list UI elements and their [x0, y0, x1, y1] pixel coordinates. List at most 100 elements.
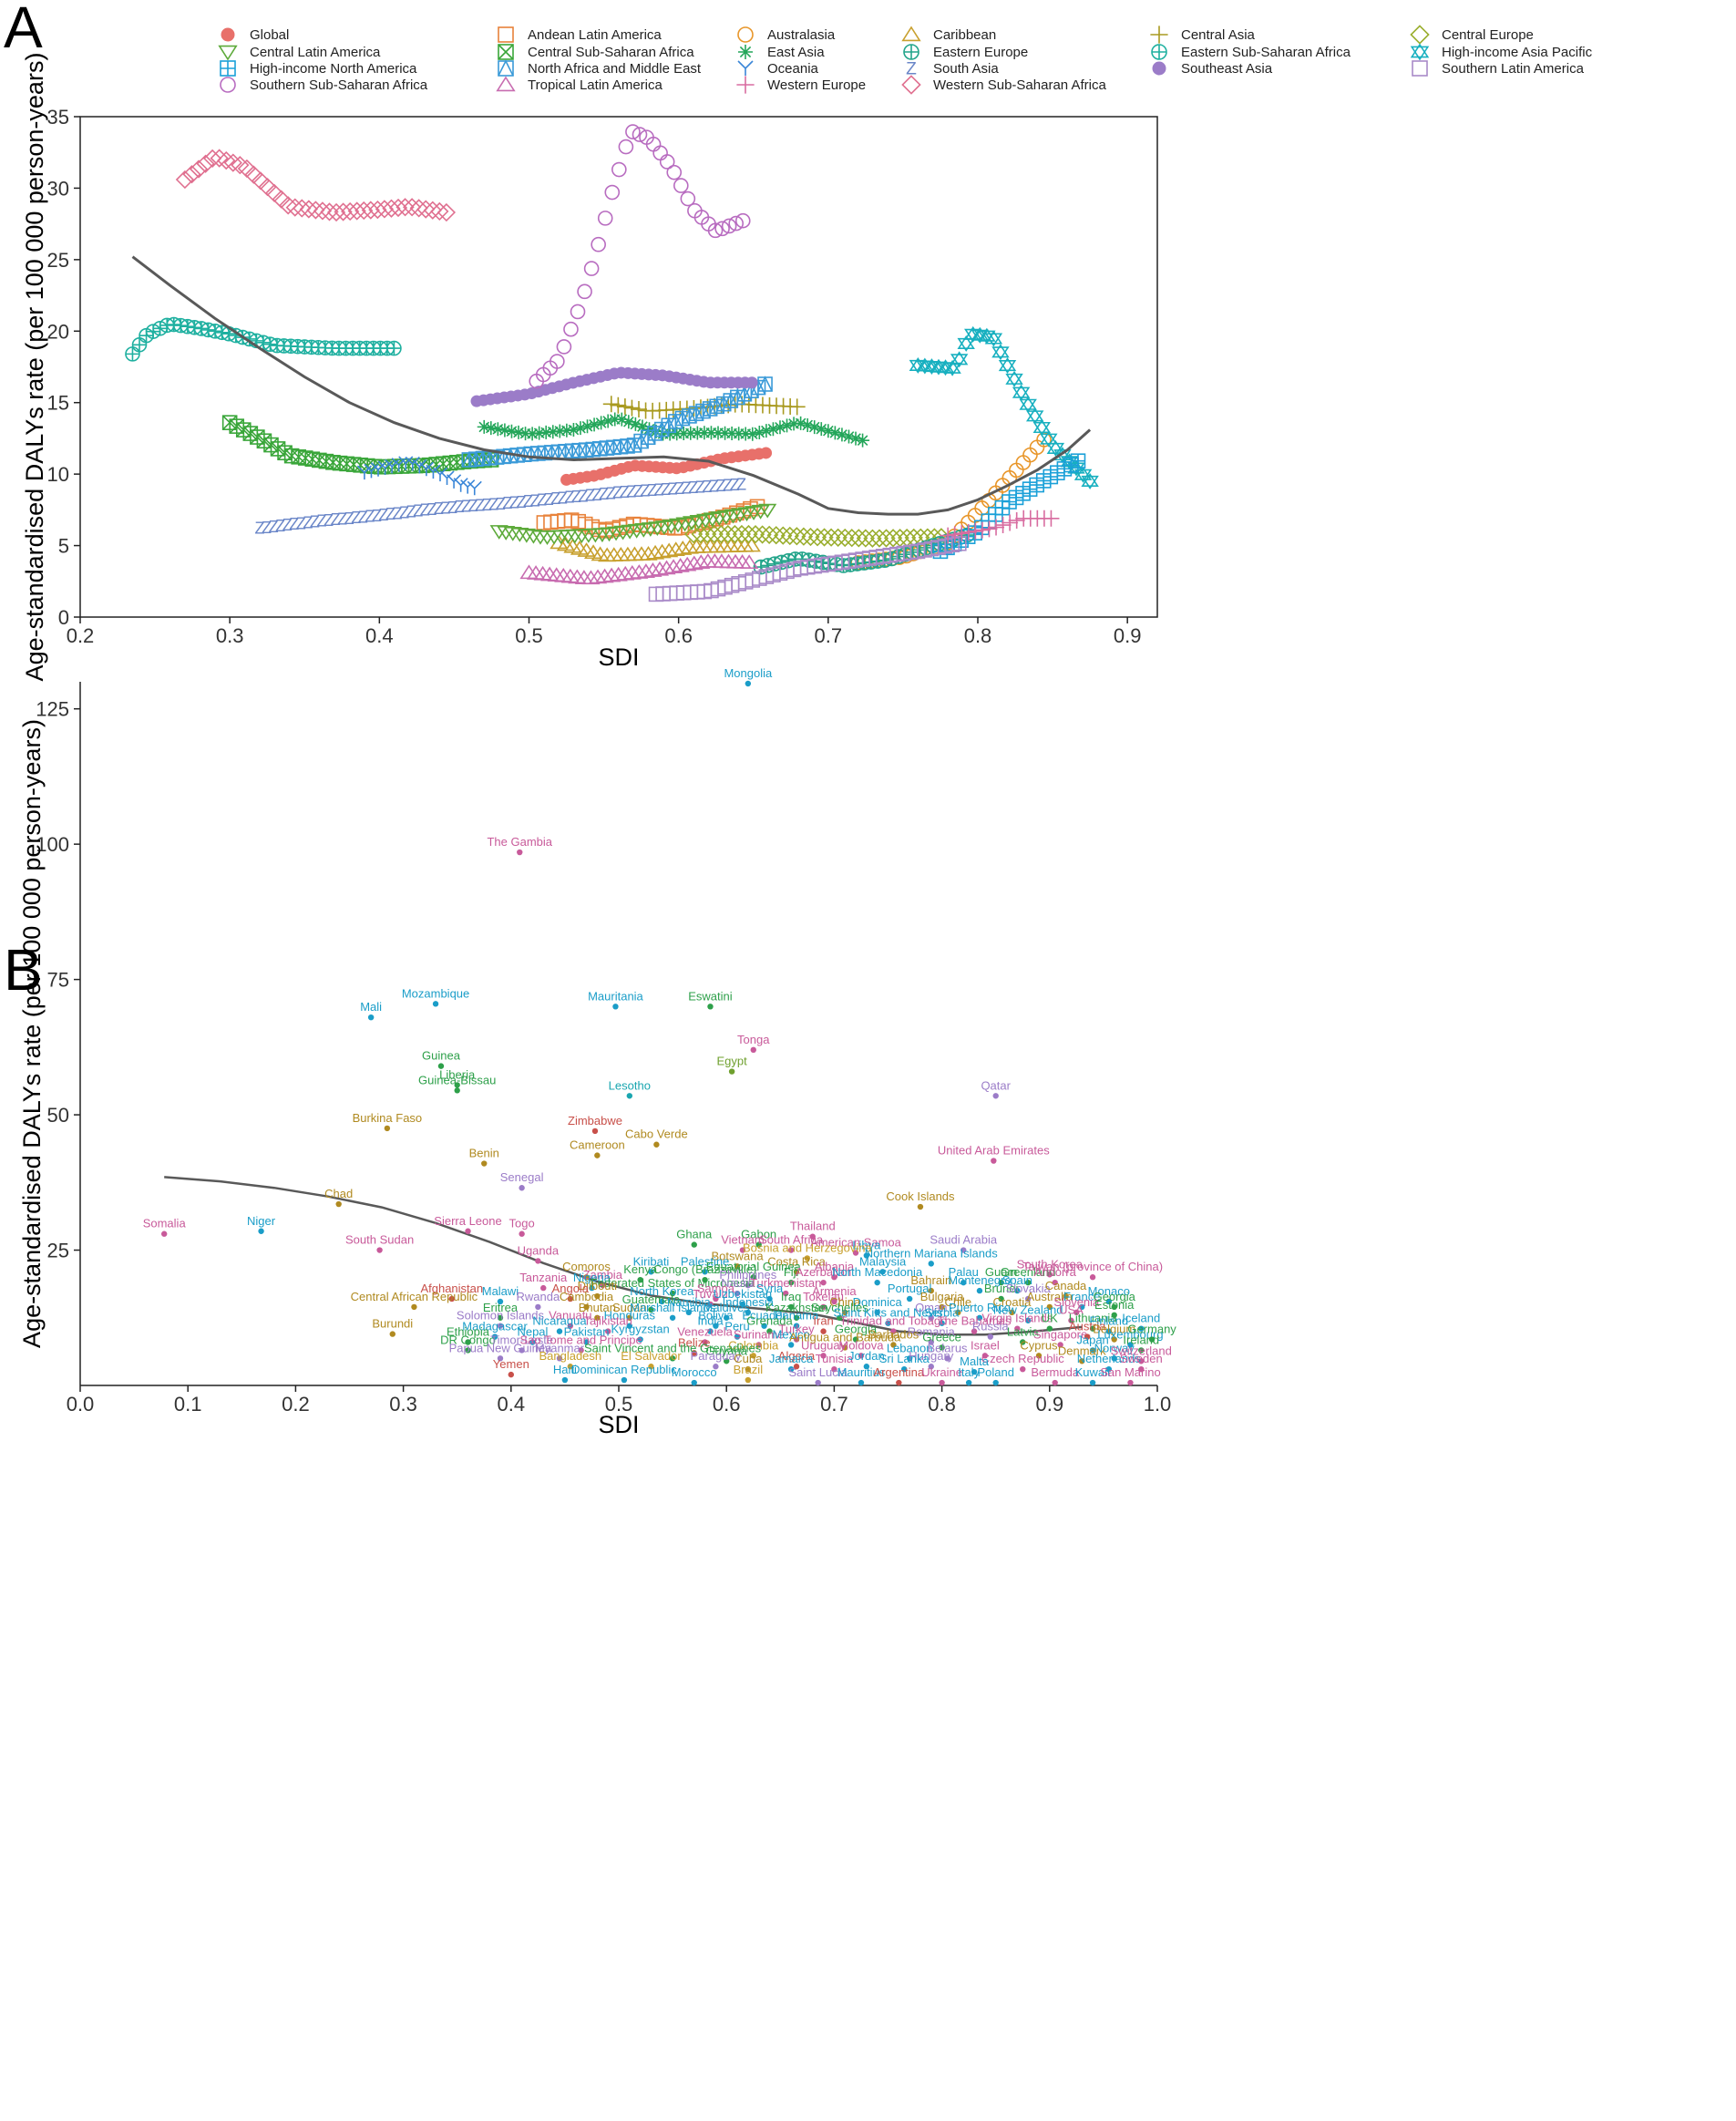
- data-point: Z: [647, 481, 657, 499]
- svg-text:Z: Z: [255, 520, 265, 538]
- data-point: Z: [626, 483, 636, 501]
- country-point: [713, 1295, 719, 1302]
- legend-key-global: [221, 27, 235, 42]
- data-point: [835, 427, 849, 442]
- country-san-marino: San Marino: [1100, 1365, 1161, 1386]
- country-mozambique: Mozambique: [402, 986, 469, 1007]
- country-point: [766, 1295, 773, 1302]
- country-label: Mauritania: [588, 989, 643, 1003]
- data-point: [994, 517, 1012, 534]
- country-label: Antigua and Barbuda: [789, 1330, 901, 1344]
- legend-key-north-africa-and-middle-east: [498, 59, 514, 77]
- country-label: Cyprus: [1020, 1338, 1058, 1352]
- country-point: [820, 1328, 827, 1334]
- data-point: [285, 198, 304, 217]
- country-label: Tokelau: [803, 1290, 844, 1303]
- data-point: [563, 321, 579, 337]
- data-point: [622, 564, 642, 580]
- data-point: [940, 527, 957, 544]
- country-qatar: Qatar: [981, 1078, 1012, 1099]
- data-point: [652, 543, 672, 559]
- country-venezuela: Venezuela: [677, 1324, 734, 1345]
- country-label: Guinea: [422, 1049, 461, 1063]
- data-point: [223, 153, 242, 172]
- data-point: [800, 417, 815, 432]
- data-point: [676, 427, 691, 441]
- country-point: [787, 1279, 795, 1286]
- country-point: [885, 1320, 891, 1326]
- data-point: [773, 420, 787, 435]
- series-western-europe: [940, 510, 1060, 544]
- country-label: Armenia: [812, 1284, 857, 1298]
- country-label: San Marino: [1100, 1365, 1160, 1379]
- data-point: [863, 529, 882, 548]
- data-point: [725, 524, 745, 544]
- country-namibia: Namibia: [667, 1295, 711, 1316]
- legend-label: Central Europe: [1442, 27, 1534, 43]
- svg-text:Z: Z: [468, 497, 478, 515]
- legend-key-tropical-latin-america: [496, 76, 516, 92]
- data-point: [911, 528, 930, 547]
- country-point: [621, 1376, 628, 1384]
- series-western-sub-saharan-africa: [175, 149, 457, 222]
- country-belarus: Belarus: [927, 1341, 968, 1362]
- country-point: [707, 1328, 714, 1334]
- country-point: [448, 1295, 455, 1302]
- svg-text:Z: Z: [275, 517, 285, 535]
- country-norway: Norway: [1094, 1341, 1135, 1362]
- country-kuwait: Kuwait: [1075, 1365, 1111, 1386]
- country-point: [578, 1347, 584, 1354]
- country-label: The Bahamas: [938, 1314, 1012, 1328]
- svg-text:Z: Z: [736, 475, 746, 493]
- svg-text:Z: Z: [447, 499, 457, 517]
- country-label: Burkina Faso: [353, 1111, 423, 1125]
- country-sierra-leone: Sierra Leone: [434, 1214, 502, 1234]
- country-point: [987, 1333, 993, 1340]
- country-kiribati: Kiribati: [633, 1254, 669, 1275]
- data-point: [760, 447, 773, 459]
- data-point: [724, 426, 739, 440]
- data-point: [395, 198, 415, 217]
- country-label: Canada: [1045, 1279, 1087, 1292]
- svg-text:Z: Z: [523, 492, 533, 510]
- country-poland: Poland: [977, 1365, 1014, 1386]
- country-niger: Niger: [247, 1214, 276, 1234]
- svg-text:Z: Z: [406, 502, 416, 520]
- country-point: [691, 1241, 697, 1248]
- country-label: Federated States of Micronesia: [591, 1276, 755, 1290]
- data-point: [504, 424, 519, 438]
- data-point: [684, 555, 704, 571]
- country-point: [376, 1247, 383, 1253]
- data-point: [621, 415, 636, 429]
- country-point: [734, 1290, 741, 1297]
- country-label: Mexico: [773, 1327, 810, 1341]
- data-point: [849, 529, 868, 548]
- country-point: [745, 1282, 752, 1289]
- svg-text:Z: Z: [571, 488, 581, 506]
- country-germany: Germany: [1127, 1323, 1176, 1343]
- country-label: Belarus: [927, 1341, 968, 1354]
- data-point: [670, 427, 684, 441]
- svg-text:Z: Z: [544, 490, 554, 509]
- country-point: [852, 1336, 859, 1343]
- country-point: [481, 1160, 488, 1167]
- country-netherlands: Netherlands: [1077, 1352, 1141, 1373]
- country-croatia: Croatia: [992, 1295, 1032, 1316]
- country-australia: Australia: [1027, 1290, 1073, 1311]
- country-label: Puerto Rico: [949, 1301, 1011, 1314]
- data-point: [718, 524, 737, 544]
- data-point: [580, 419, 595, 434]
- country-point: [702, 1277, 708, 1283]
- country-south-sudan: South Sudan: [345, 1233, 414, 1253]
- country-point: [1063, 1292, 1069, 1300]
- country-point: [793, 1314, 800, 1321]
- data-point: [510, 527, 529, 542]
- legend-key-south-asia: Z: [906, 59, 917, 78]
- country-label: Vietnam: [721, 1233, 764, 1247]
- country-tuvalu: Tuvalu: [693, 1287, 728, 1308]
- data-point: [690, 426, 704, 440]
- data-point: [630, 564, 649, 579]
- svg-text:Z: Z: [647, 481, 657, 499]
- country-point: [745, 1365, 752, 1373]
- data-point: [712, 524, 731, 544]
